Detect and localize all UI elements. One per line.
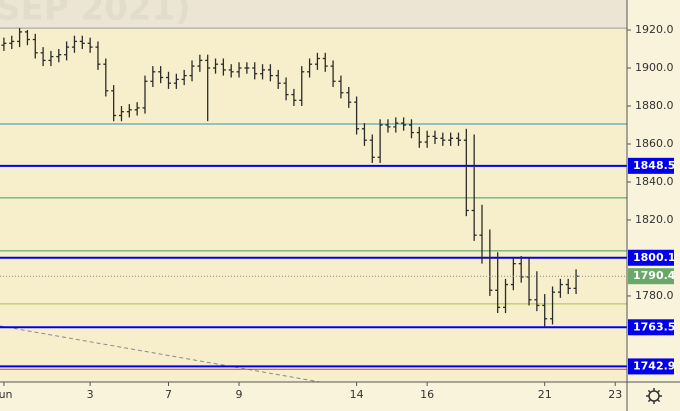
y-tick-label: 1780.0 bbox=[635, 289, 674, 302]
x-tick-label: 14 bbox=[350, 388, 364, 401]
upper-band bbox=[0, 0, 627, 28]
x-tick-label: 23 bbox=[608, 388, 622, 401]
gear-teeth bbox=[646, 388, 662, 404]
last-price-box bbox=[628, 268, 674, 285]
y-tick-label: 1920.0 bbox=[635, 23, 674, 36]
level-label-box bbox=[628, 319, 674, 336]
y-tick-label: 1900.0 bbox=[635, 61, 674, 74]
level-label: 1763.5 bbox=[633, 320, 675, 333]
x-tick-label: 21 bbox=[538, 388, 552, 401]
watermark: SEP 2021) bbox=[0, 0, 191, 29]
level-label: 1848.5 bbox=[633, 159, 675, 172]
x-tick-label: Jun bbox=[0, 388, 13, 401]
x-tick-label: 7 bbox=[165, 388, 172, 401]
x-tick-label: 9 bbox=[236, 388, 243, 401]
level-label: 1742.9 bbox=[633, 359, 675, 372]
x-tick-label: 16 bbox=[420, 388, 434, 401]
level-label-box bbox=[628, 358, 674, 375]
settings-icon[interactable] bbox=[646, 388, 662, 404]
level-label-box bbox=[628, 249, 674, 266]
y-tick-label: 1860.0 bbox=[635, 137, 674, 150]
plot-area bbox=[0, 0, 627, 382]
trend-line bbox=[0, 325, 321, 383]
level-label-box bbox=[628, 157, 674, 174]
y-tick-label: 1880.0 bbox=[635, 99, 674, 112]
last-price-label: 1790.4 bbox=[633, 269, 676, 282]
x-tick-label: 3 bbox=[87, 388, 94, 401]
y-tick-label: 1840.0 bbox=[635, 175, 674, 188]
y-tick-label: 1820.0 bbox=[635, 213, 674, 226]
level-label: 1800.1 bbox=[633, 251, 675, 264]
